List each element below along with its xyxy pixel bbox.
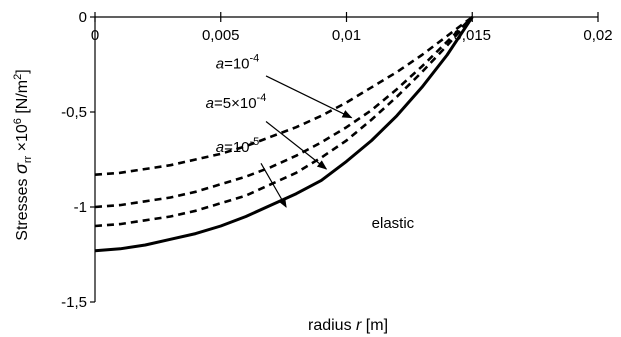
series-line-2	[94, 16, 474, 209]
y-tick-label: 0	[79, 9, 87, 26]
annotation-base: =5×10	[214, 95, 257, 112]
y-axis-title-sub: rr	[22, 155, 34, 163]
annotation-a5e4: a=5×10-4	[206, 92, 267, 112]
x-axis-title-prefix: radius	[308, 317, 356, 334]
y-axis-title-sym: σ	[11, 162, 31, 174]
plot-area: 0 0,005 0,01 0,015 0,02 0-0,5-1-1,5 a=10-4a=…	[61, 9, 612, 311]
annotation-a1e5: a=10-5	[216, 136, 260, 156]
annotation-var: a	[206, 95, 214, 112]
series-layer	[94, 15, 474, 253]
annotation-arrow-a1e4	[265, 75, 353, 119]
y-axis-title-unit-end: ]	[14, 69, 31, 73]
series-line-0	[94, 16, 474, 253]
annotation-var: a	[216, 55, 224, 72]
annotation-a1e4: a=10-4	[216, 52, 260, 72]
y-axis-title-times: ×10	[14, 124, 31, 156]
y-tick-label: -1,5	[61, 294, 87, 311]
x-axis-title-suffix: [m]	[361, 317, 388, 334]
x-tick-label: 0,005	[202, 27, 240, 44]
y-axis-title: Stresses σrr ×106 [N/m2]	[11, 69, 34, 240]
annotation-base: =10	[224, 139, 249, 156]
y-axis-title-unit: [N/m	[14, 80, 31, 118]
series-line-3	[94, 15, 474, 176]
annotation-arrow-a5e4	[265, 121, 328, 170]
annotation-arrow-a1e5	[260, 163, 287, 208]
y-axis-title-exp: 6	[12, 118, 24, 124]
x-tick-label: 0,02	[583, 27, 612, 44]
y-ticks: 0 -0,5 -1 -1,5	[61, 9, 95, 311]
annotation-elastic: elastic	[372, 215, 415, 232]
annotation-exp: -4	[257, 92, 267, 104]
x-tick-label: 0	[91, 27, 99, 44]
annotation-var: a	[216, 139, 224, 156]
series-line-1	[94, 16, 474, 228]
annotation-exp: -5	[250, 136, 260, 148]
annotation-base: =10	[224, 55, 249, 72]
y-tick-label: -0,5	[61, 104, 87, 121]
y-axis-title-unit-exp: 2	[12, 74, 24, 80]
annotation-exp: -4	[250, 52, 260, 64]
x-tick-label: 0,01	[332, 27, 361, 44]
x-axis-title-var: r	[356, 317, 362, 334]
y-tick-label: -1	[74, 199, 87, 216]
y-axis-title-prefix: Stresses	[14, 174, 31, 241]
x-axis-title: radius r [m]	[308, 317, 388, 334]
